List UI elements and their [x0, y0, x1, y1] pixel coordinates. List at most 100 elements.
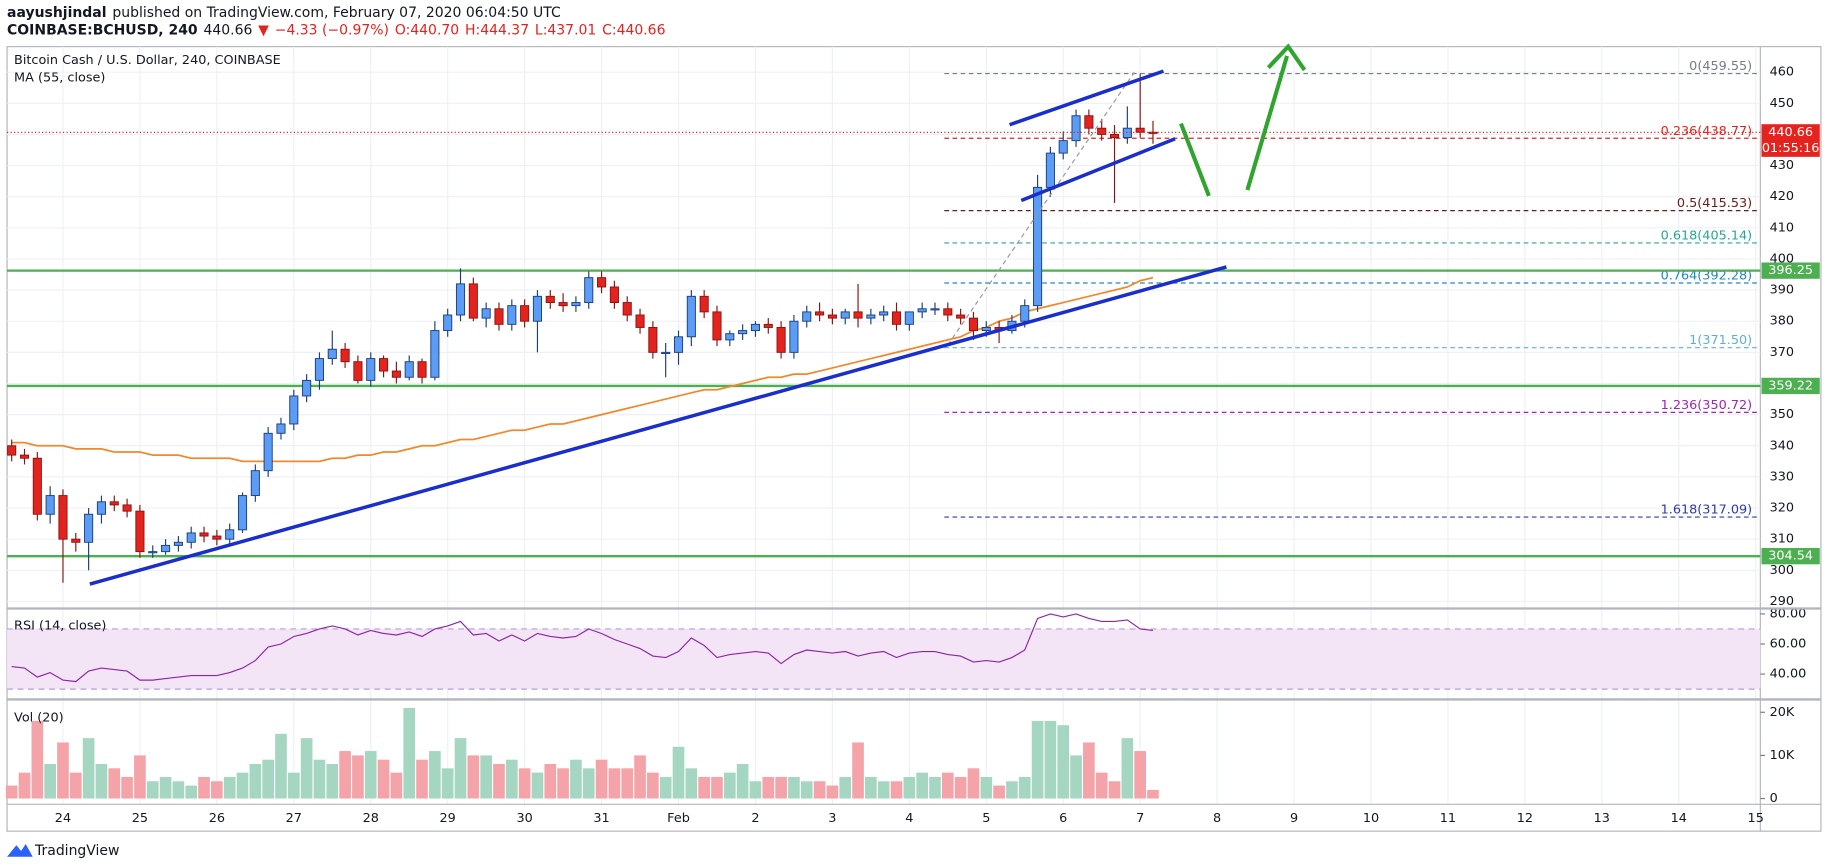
symbol-row: COINBASE:BCHUSD, 240 440.66 ▼ −4.33 (−0.…: [7, 22, 665, 38]
candle-body: [212, 535, 222, 540]
candle-body: [1058, 140, 1068, 154]
volume-bar: [865, 776, 877, 799]
x-tick-label: 10: [1363, 811, 1379, 826]
author: aayushjindal: [7, 5, 106, 21]
candle-body: [340, 348, 350, 363]
volume-bar: [198, 776, 210, 799]
volume-bar: [31, 720, 44, 799]
candle-body: [404, 361, 414, 378]
candle-body: [263, 432, 273, 472]
published: published on TradingView.com, February 0…: [112, 5, 560, 21]
x-tick-label: 2: [751, 811, 759, 826]
candle-body: [430, 330, 440, 378]
x-tick-label: 27: [286, 811, 302, 826]
volume-bar: [954, 776, 967, 799]
candle-body: [776, 326, 786, 353]
candle-body: [840, 311, 850, 319]
volume-bar: [454, 738, 467, 799]
volume-bar: [570, 759, 582, 799]
volume-bar: [146, 781, 159, 799]
level-tag-label: 396.25: [1768, 263, 1813, 278]
candle-body: [1148, 131, 1158, 134]
x-tick-label: 28: [363, 811, 379, 826]
volume-bar: [775, 776, 787, 799]
arrow: ▼: [258, 22, 269, 38]
candle-body: [186, 532, 196, 543]
volume-bar: [249, 764, 262, 799]
brand-name: TradingView: [34, 843, 119, 859]
change: −4.33 (−0.97%): [275, 22, 389, 38]
candle-body: [494, 308, 504, 325]
volume-bar: [185, 785, 198, 799]
volume-bar: [390, 772, 403, 799]
countdown: 01:55:16: [1762, 141, 1820, 156]
arrow-down: [1179, 122, 1211, 197]
candle-body: [1084, 115, 1094, 129]
volume-bar: [788, 776, 800, 799]
x-tick-label: 31: [593, 811, 609, 826]
volume-bar: [621, 768, 634, 799]
chart-title: Bitcoin Cash / U.S. Dollar, 240, COINBAS…: [14, 53, 281, 68]
candle-body: [135, 510, 145, 553]
volume-bar: [1070, 755, 1082, 799]
x-tick-label: 12: [1517, 811, 1533, 826]
y-tick-label: 330: [1770, 469, 1794, 484]
volume-bar: [980, 776, 993, 799]
volume-bar: [223, 776, 236, 799]
volume-tick-label: 10K: [1770, 748, 1795, 763]
rsi-tick-label: 80.00: [1770, 606, 1807, 621]
volume-bar: [1147, 789, 1159, 799]
volume-bar: [634, 755, 646, 799]
y-tick-label: 380: [1770, 314, 1794, 329]
candle-body: [1071, 115, 1081, 142]
volume-bar: [1121, 738, 1134, 799]
candle-body: [956, 314, 966, 319]
volume-bar: [929, 776, 941, 799]
trendline: [89, 265, 1227, 586]
volume-bar: [1095, 772, 1108, 799]
volume-bar: [44, 764, 56, 799]
volume-bar: [736, 764, 749, 799]
volume-bar: [467, 755, 480, 799]
y-tick-label: 450: [1770, 96, 1794, 111]
volume-bar: [352, 755, 364, 799]
ma-line: [11, 276, 1154, 463]
candle-body: [520, 305, 530, 322]
y-tick-label: 320: [1770, 501, 1794, 516]
candle-body: [109, 501, 119, 506]
chart-frame: [6, 46, 1822, 832]
volume-bar: [1057, 725, 1070, 799]
volume-bar: [364, 751, 377, 799]
candle-body: [815, 311, 825, 316]
candle-body: [802, 311, 812, 322]
volume-bar: [582, 768, 595, 799]
candle-body: [891, 311, 902, 325]
volume-bar: [108, 768, 121, 799]
candle-body: [597, 277, 607, 288]
volume-bar: [723, 772, 736, 799]
candle-body: [853, 311, 863, 319]
marks: 24 25 26 27 28 29 30 31 Feb 2 3 4 5 6 7 8 9 10 11 12 13 14 15 2…: [5, 46, 1820, 826]
volume-bar: [287, 772, 300, 799]
volume-bar: [698, 776, 710, 799]
candle-body: [417, 361, 427, 378]
candle-body: [379, 358, 389, 372]
volume-bar: [800, 781, 813, 799]
volume-bar: [557, 768, 569, 799]
rsi-tick-label: 40.00: [1770, 667, 1807, 682]
brand-logo: [7, 843, 33, 857]
brand: TradingView: [7, 843, 119, 859]
candle-body: [314, 358, 324, 381]
volume-bar: [659, 776, 672, 799]
volume-label: Vol (20): [14, 711, 64, 726]
x-tick-label: 25: [132, 811, 148, 826]
volume-bar: [916, 772, 928, 799]
x-tick-label: 11: [1440, 811, 1456, 826]
rsi-tick-label: 60.00: [1770, 637, 1807, 652]
volume-bar: [236, 772, 249, 799]
rsi-label: RSI (14, close): [14, 618, 106, 633]
x-tick-label: 4: [905, 811, 913, 826]
fib-label: 0.5(415.53): [1677, 196, 1752, 211]
